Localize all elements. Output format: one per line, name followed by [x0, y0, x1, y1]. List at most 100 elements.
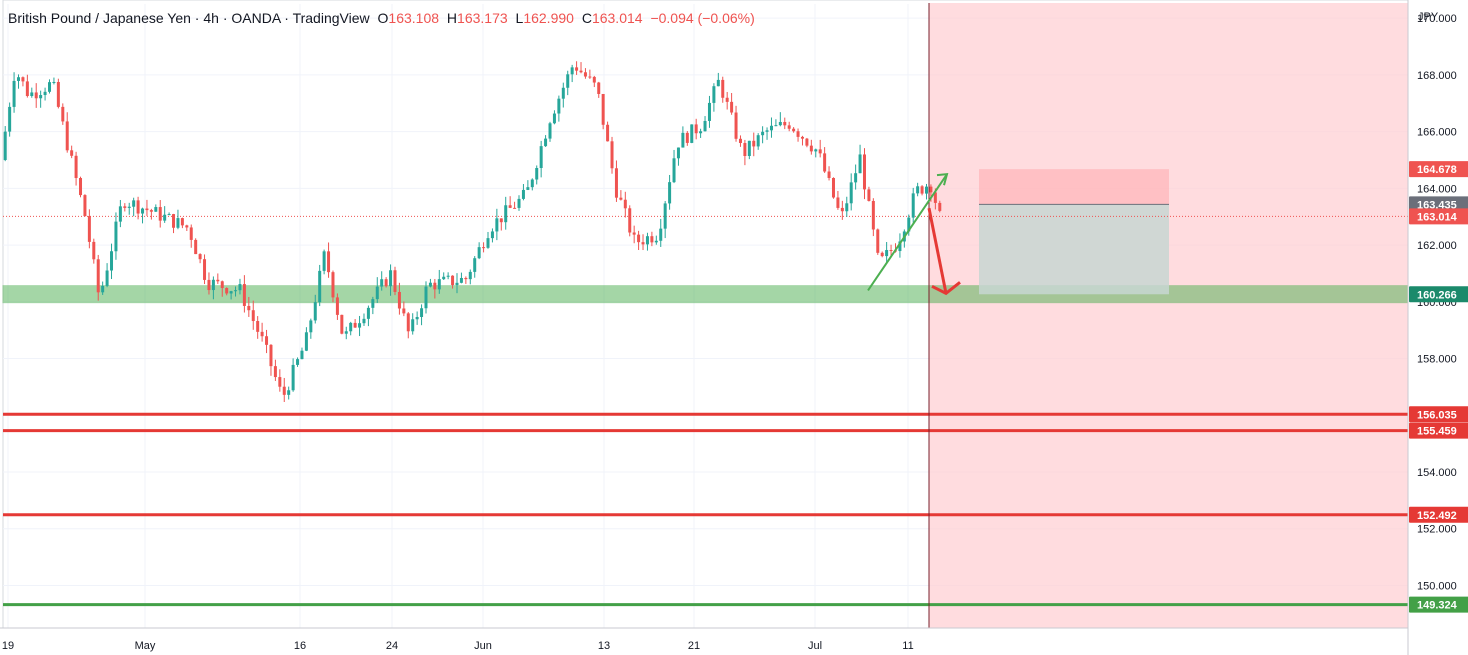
change-value: −0.094 (−0.06%) — [650, 10, 755, 26]
low-value: 162.990 — [523, 10, 574, 26]
candle-body — [8, 106, 12, 132]
candle-body — [606, 124, 610, 142]
candle-body — [402, 308, 406, 314]
candle-body — [800, 136, 804, 139]
candle-body — [818, 149, 822, 154]
candle-body — [52, 81, 56, 83]
price-label-badge — [1409, 406, 1468, 423]
candle-body — [114, 221, 118, 252]
candle-body — [690, 124, 694, 143]
candle-body — [526, 187, 530, 190]
candle-body — [756, 135, 760, 147]
candle-body — [632, 232, 636, 235]
candle-body — [885, 250, 889, 257]
candle-body — [699, 131, 703, 134]
candle-body — [211, 279, 215, 291]
y-tick-label: 170.000 — [1417, 13, 1457, 25]
high-label: H — [446, 10, 458, 26]
stop-loss-box — [979, 169, 1169, 205]
down-arrow-line — [927, 207, 948, 294]
candle-body — [3, 131, 7, 160]
price-label-badge — [1409, 286, 1468, 303]
price-label-badge — [1409, 596, 1468, 613]
candle-body — [916, 186, 920, 194]
x-tick-label: 16 — [294, 640, 306, 652]
candle-body — [623, 199, 627, 209]
candle-body — [451, 275, 455, 286]
candle-body — [809, 145, 813, 152]
y-tick-label: 154.000 — [1417, 467, 1457, 479]
candle-body — [353, 322, 357, 328]
y-tick-label: 150.000 — [1417, 580, 1457, 592]
candle-body — [56, 81, 60, 107]
price-label-text: 160.266 — [1417, 289, 1457, 301]
candle-body — [499, 218, 503, 223]
candle-body — [313, 302, 317, 321]
candle-body — [561, 87, 565, 99]
candle-body — [707, 102, 711, 121]
price-label-text: 156.035 — [1417, 409, 1457, 421]
candle-body — [597, 82, 601, 94]
down-arrow-head — [931, 281, 961, 296]
candle-body — [167, 214, 171, 216]
candle-body — [65, 121, 69, 151]
x-tick-label: 21 — [688, 640, 700, 652]
candle-body — [495, 218, 499, 232]
close-label: C — [581, 10, 592, 26]
candle-body — [827, 171, 831, 178]
candle-body — [172, 214, 176, 228]
x-tick-label: Jun — [474, 640, 492, 652]
x-tick-label: 11 — [902, 640, 913, 652]
candle-body — [446, 275, 450, 277]
candle-body — [570, 67, 574, 75]
candle-body — [340, 314, 344, 334]
candle-body — [685, 132, 689, 143]
candle-body — [592, 76, 596, 83]
candle-body — [269, 344, 273, 367]
candle-body — [304, 332, 308, 351]
candle-body — [145, 208, 149, 211]
up-arrow-line — [867, 173, 948, 292]
candle-body — [25, 81, 29, 97]
price-label-badge — [1409, 208, 1468, 225]
candle-body — [437, 279, 441, 290]
candle-body — [557, 98, 561, 114]
x-tick-label: 13 — [598, 640, 610, 652]
candle-body — [278, 377, 282, 387]
symbol-title: British Pound / Japanese Yen · 4h · OAND… — [8, 10, 370, 26]
open-value: 163.108 — [388, 10, 440, 26]
candle-body — [225, 288, 229, 294]
candle-body — [614, 168, 618, 198]
candle-body — [12, 80, 16, 107]
candlestick-series — [3, 61, 942, 403]
x-tick-label: 24 — [386, 640, 398, 652]
candle-body — [371, 299, 375, 308]
candle-body — [871, 200, 875, 230]
candle-body — [118, 206, 122, 222]
candle-body — [132, 200, 136, 207]
candle-body — [136, 200, 140, 214]
candle-body — [291, 364, 295, 391]
candle-body — [929, 186, 933, 193]
candle-body — [628, 208, 632, 233]
low-label: L — [515, 10, 524, 26]
candle-body — [641, 242, 645, 245]
candle-body — [21, 77, 25, 82]
candle-body — [712, 86, 716, 103]
y-tick-label: 162.000 — [1417, 240, 1457, 252]
candle-body — [216, 279, 220, 282]
candle-body — [362, 318, 366, 324]
candle-body — [876, 229, 880, 253]
candle-body — [836, 197, 840, 208]
candle-body — [154, 207, 158, 212]
candle-body — [924, 186, 928, 194]
candle-body — [322, 251, 326, 271]
candle-body — [420, 308, 424, 317]
candle-body — [234, 290, 238, 292]
candle-body — [920, 186, 924, 194]
candle-body — [473, 258, 477, 272]
candle-body — [335, 297, 339, 315]
candle-body — [743, 143, 747, 157]
candle-body — [530, 179, 534, 188]
